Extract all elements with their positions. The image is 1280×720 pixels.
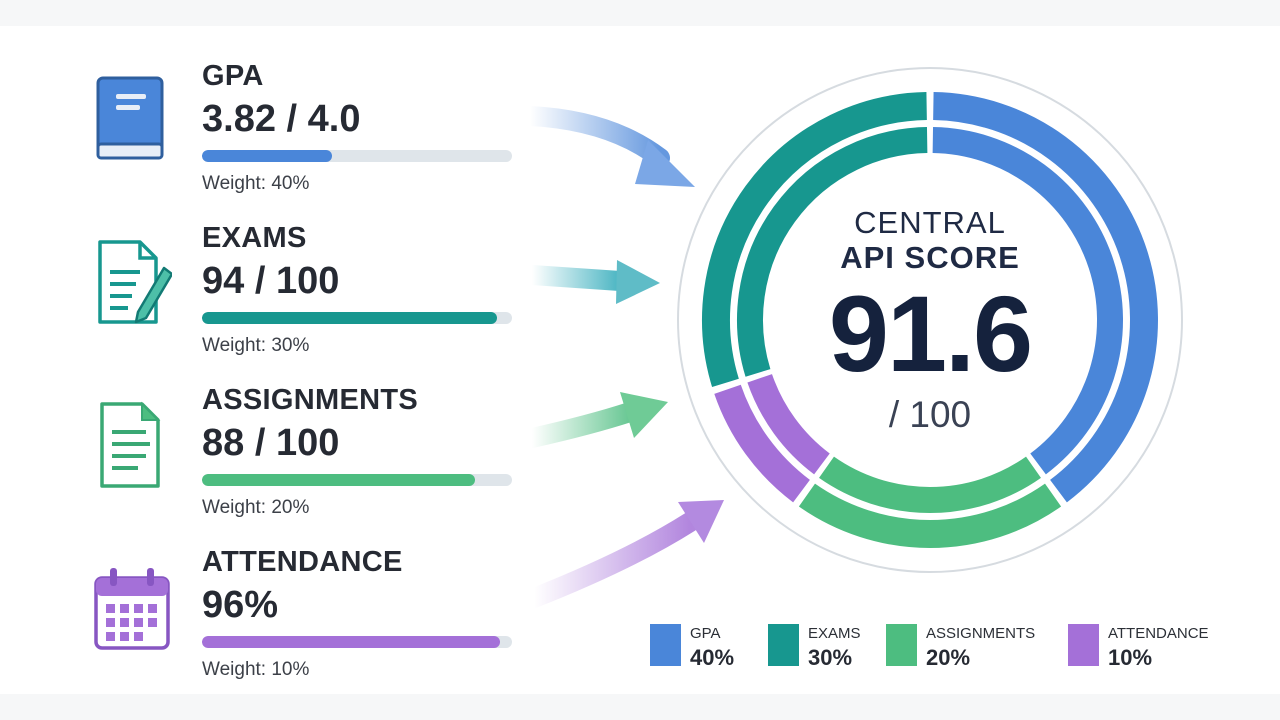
ring-segment-attendance <box>714 384 811 503</box>
metric-label: ATTENDANCE <box>202 546 403 578</box>
ring-segment-assignments <box>819 456 1041 513</box>
metric-value: 94 / 100 <box>202 260 340 302</box>
book-icon <box>96 76 164 160</box>
metric-label: GPA <box>202 60 264 92</box>
ring-segment-gpa <box>932 127 1123 475</box>
legend-name: ATTENDANCE <box>1108 625 1209 642</box>
calendar-icon <box>94 568 170 650</box>
ring-outline <box>677 67 1183 573</box>
progress-fill <box>202 312 497 324</box>
legend-name: EXAMS <box>808 625 861 642</box>
ring-segment-exams <box>702 92 927 388</box>
progress-fill <box>202 150 333 162</box>
metric-label: EXAMS <box>202 222 307 254</box>
progress-fill <box>202 474 475 486</box>
gpa-arrow <box>520 106 695 187</box>
inner-ring <box>737 127 1123 513</box>
legend-name: GPA <box>690 625 721 642</box>
metric-gpa: GPA 3.82 / 4.0 Weight: 40% <box>0 60 560 200</box>
metric-weight: Weight: 20% <box>202 497 310 518</box>
legend-swatch <box>1068 624 1099 666</box>
score-title-line1: CENTRAL <box>854 205 1006 240</box>
assignment-document-icon <box>100 401 161 488</box>
progress-track <box>202 312 512 324</box>
legend-percent: 10% <box>1108 645 1153 670</box>
metric-weight: Weight: 30% <box>202 335 310 356</box>
assignments-arrow <box>522 392 668 448</box>
legend-swatch <box>886 624 917 666</box>
legend-swatch <box>768 624 799 666</box>
exams-arrow <box>522 260 660 304</box>
metric-weight: Weight: 40% <box>202 173 310 194</box>
progress-track <box>202 636 512 648</box>
legend-swatch <box>650 624 681 666</box>
ring-segment-assignments <box>798 483 1062 548</box>
progress-track <box>202 474 512 486</box>
legend-percent: 20% <box>926 645 971 670</box>
legend-percent: 40% <box>690 645 735 670</box>
metric-value: 96% <box>202 584 279 626</box>
metric-weight: Weight: 10% <box>202 659 310 680</box>
progress-fill <box>202 636 500 648</box>
score-center: CENTRAL API SCORE 91.6 / 100 <box>760 205 1100 435</box>
metric-attendance: ATTENDANCE 96% Weight: 10% <box>0 546 560 686</box>
ring-segment-gpa <box>933 92 1158 503</box>
progress-track <box>202 150 512 162</box>
score-title-line2: API SCORE <box>840 240 1020 275</box>
score-out-of: / 100 <box>888 394 972 435</box>
ring-segment-exams <box>737 127 928 377</box>
exam-document-pencil-icon <box>98 240 172 324</box>
legend-name: ASSIGNMENTS <box>926 625 1036 642</box>
metric-value: 88 / 100 <box>202 422 340 464</box>
ring-segment-attendance <box>747 373 830 475</box>
legend-percent: 30% <box>808 645 853 670</box>
metric-exams: EXAMS 94 / 100 Weight: 30% <box>0 222 560 362</box>
outer-ring <box>702 92 1158 548</box>
attendance-arrow <box>524 500 724 608</box>
metric-value: 3.82 / 4.0 <box>202 98 361 140</box>
metric-assignments: ASSIGNMENTS 88 / 100 Weight: 20% <box>0 384 560 524</box>
metric-label: ASSIGNMENTS <box>202 384 418 416</box>
score-value: 91.6 <box>828 273 1033 394</box>
